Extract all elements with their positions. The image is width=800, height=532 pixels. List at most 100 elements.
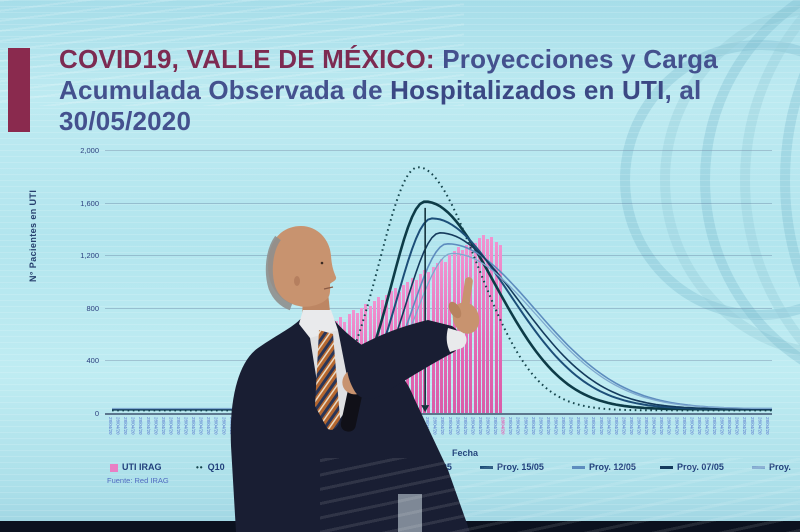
- y-tick-label: 2,000: [80, 146, 99, 155]
- x-tick-label: 28/04/20: [493, 417, 499, 435]
- source-note: Fuente: Red IRAG: [107, 476, 169, 485]
- x-tick-label: 28/04/20: [470, 417, 476, 435]
- screen-glare-lower: [320, 457, 800, 532]
- presenter-head: [268, 226, 337, 307]
- x-tick-label: 28/04/20: [576, 417, 582, 435]
- x-tick-label: 28/04/20: [500, 417, 506, 435]
- title-line2-prefix: Acumulada Observada de: [59, 75, 391, 105]
- x-tick-label: 28/04/20: [757, 417, 763, 435]
- legend-label: Proy.: [769, 462, 791, 472]
- legend-swatch: [480, 466, 493, 469]
- x-tick-label: 28/04/20: [138, 417, 144, 435]
- x-tick-label: 28/04/20: [727, 417, 733, 435]
- x-tick-label: 28/04/20: [636, 417, 642, 435]
- x-tick-label: 28/04/20: [191, 417, 197, 435]
- presenter-leg-gap: [398, 494, 422, 532]
- x-tick-label: 28/04/20: [440, 417, 446, 435]
- y-tick-label: 1,200: [80, 251, 99, 261]
- title-line2-bold: Hospitalizados en UTI: [390, 75, 665, 105]
- x-tick-label: 28/04/20: [108, 417, 113, 435]
- x-tick-label: 28/04/20: [462, 417, 468, 435]
- x-tick-label: 28/04/20: [455, 417, 461, 435]
- x-tick-label: 28/04/20: [568, 417, 574, 435]
- presenter-mouth: [323, 286, 334, 290]
- x-tick-label: 28/04/20: [425, 417, 431, 435]
- x-tick-label: 28/04/20: [681, 417, 687, 435]
- legend-label: Proy. 12/05: [589, 462, 636, 472]
- pointing-finger: [461, 277, 473, 311]
- presenter-thumb: [448, 301, 462, 319]
- x-tick-label: 28/04/20: [477, 417, 483, 435]
- legend-label: UTI IRAG: [122, 462, 162, 472]
- x-tick-label: 28/04/20: [153, 417, 159, 435]
- x-tick-label: 28/04/20: [553, 417, 559, 435]
- legend-item-uti-irag: UTI IRAG: [110, 462, 162, 472]
- necktie: [315, 330, 340, 430]
- legend-item-proy-07-05: Proy. 07/05: [660, 462, 724, 472]
- x-tick-label: 28/04/20: [659, 417, 665, 435]
- x-tick-label: 28/04/20: [606, 417, 612, 435]
- x-tick-label: 28/04/20: [145, 417, 151, 435]
- legend-item-proy-12-05: Proy. 12/05: [572, 462, 636, 472]
- x-tick-label: 28/04/20: [651, 417, 657, 435]
- x-tick-label: 28/04/20: [530, 417, 536, 435]
- legend-item-proy-15-05: Proy. 15/05: [480, 462, 544, 472]
- x-tick-label: 28/04/20: [123, 417, 129, 435]
- x-tick-label: 28/04/20: [213, 417, 219, 435]
- x-tick-label: 28/04/20: [613, 417, 619, 435]
- x-tick-label: 28/04/20: [515, 417, 521, 435]
- x-tick-label: 28/04/20: [115, 417, 121, 435]
- x-tick-label: 28/04/20: [712, 417, 717, 435]
- presenter-right-arm: [346, 320, 461, 399]
- x-tick-label: 28/04/20: [130, 417, 136, 435]
- x-tick-label: 28/04/20: [198, 417, 204, 435]
- x-tick-label: 28/04/20: [538, 417, 544, 435]
- presenter-ear: [294, 276, 300, 286]
- x-tick-label: 28/04/20: [447, 417, 453, 435]
- x-tick-label: 28/04/20: [689, 417, 695, 435]
- x-tick-label: 28/04/20: [583, 417, 589, 435]
- gridline: [105, 413, 772, 415]
- y-tick-label: 800: [86, 303, 99, 313]
- title-line1-rest: Proyecciones y Carga: [434, 44, 718, 74]
- y-tick-label: 1,600: [80, 198, 99, 208]
- presenter-eye: [320, 261, 324, 265]
- x-tick-label: 28/04/20: [621, 417, 627, 435]
- title-accent-text: COVID19, VALLE DE MÉXICO:: [59, 44, 435, 74]
- title-date: 30/05/2020: [59, 106, 192, 136]
- legend-swatch: [752, 466, 765, 469]
- y-tick-label: 400: [86, 356, 99, 366]
- x-tick-label: 28/04/20: [183, 417, 189, 435]
- x-tick-label: 28/04/20: [206, 417, 212, 435]
- x-tick-label: 28/04/20: [704, 417, 710, 435]
- slide-title-accent-bar: [8, 48, 30, 132]
- presenter-hair: [265, 235, 293, 311]
- x-axis-title: Fecha: [452, 448, 479, 458]
- x-tick-label: 28/04/20: [628, 417, 634, 435]
- x-tick-label: 28/04/20: [175, 417, 181, 435]
- x-tick-label: 28/04/20: [508, 417, 514, 435]
- x-tick-label: 28/04/20: [749, 417, 755, 435]
- legend-label: Proy. 07/05: [677, 462, 724, 472]
- x-tick-label: 28/04/20: [168, 417, 174, 435]
- x-tick-label: 28/04/20: [523, 417, 529, 435]
- legend-item-proy-: Proy.: [752, 462, 791, 472]
- x-tick-label: 28/04/20: [485, 417, 491, 435]
- x-tick-label: 28/04/20: [221, 417, 227, 435]
- legend-swatch: [572, 466, 585, 469]
- x-tick-label: 28/04/20: [742, 417, 748, 435]
- legend-swatch: ••: [196, 462, 204, 472]
- x-tick-label: 28/04/20: [696, 417, 702, 435]
- x-tick-label: 28/04/20: [545, 417, 551, 435]
- x-tick-label: 28/04/20: [591, 417, 597, 435]
- screen-glare-streaks: [0, 0, 464, 107]
- x-tick-label: 28/04/20: [160, 417, 166, 435]
- y-tick-label: 0: [94, 409, 99, 418]
- x-tick-label: 28/04/20: [598, 417, 604, 435]
- slide-title: COVID19, VALLE DE MÉXICO: Proyecciones y…: [59, 44, 769, 137]
- legend-label: Proy. 15/05: [497, 462, 544, 472]
- x-tick-label: 28/04/20: [674, 417, 680, 435]
- x-tick-label: 28/04/20: [644, 417, 650, 435]
- legend-label: Q10: [207, 462, 225, 472]
